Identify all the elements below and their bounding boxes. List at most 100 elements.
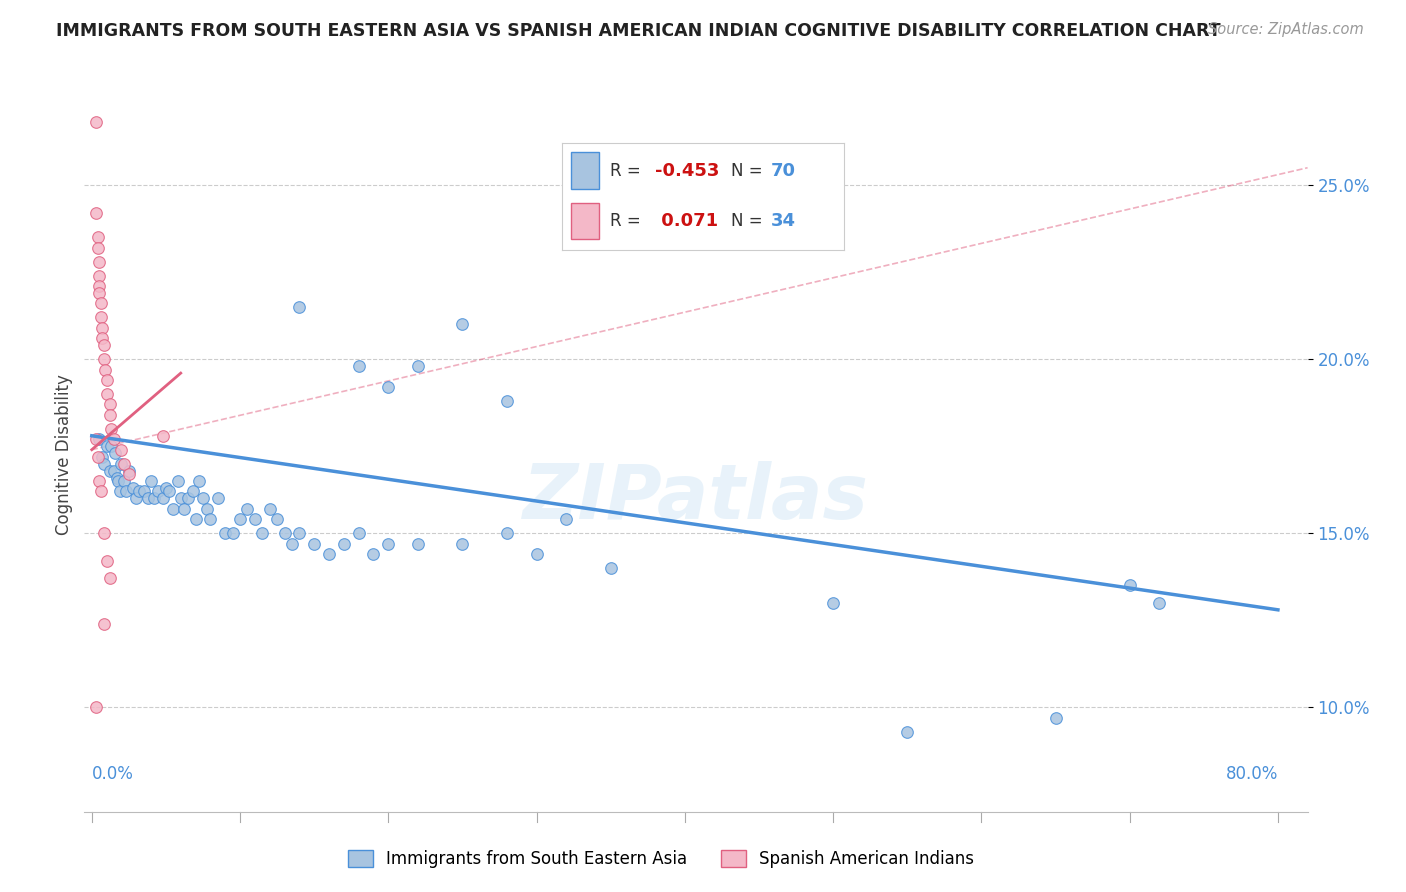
Point <box>98 464 121 478</box>
Point <box>90 484 112 499</box>
Text: -0.453: -0.453 <box>655 161 720 179</box>
Point <box>152 429 174 443</box>
FancyBboxPatch shape <box>571 202 599 239</box>
Point <box>143 491 166 506</box>
Point <box>91 321 114 335</box>
Point <box>187 474 209 488</box>
Point <box>281 537 304 551</box>
Point <box>1118 578 1140 592</box>
FancyBboxPatch shape <box>571 153 599 189</box>
Point <box>110 457 132 471</box>
Point <box>252 526 274 541</box>
Point <box>86 241 108 255</box>
Point <box>259 501 281 516</box>
Point <box>496 526 519 541</box>
Point <box>155 481 177 495</box>
Point <box>89 474 111 488</box>
Text: 80.0%: 80.0% <box>1226 765 1278 783</box>
Point <box>148 484 170 499</box>
Y-axis label: Cognitive Disability: Cognitive Disability <box>55 375 73 535</box>
Point <box>157 484 180 499</box>
Point <box>93 352 115 367</box>
Point <box>214 526 236 541</box>
Point <box>555 512 578 526</box>
Point <box>98 572 121 586</box>
Point <box>139 474 162 488</box>
Point <box>96 439 118 453</box>
Point <box>184 512 207 526</box>
Point <box>273 526 295 541</box>
Point <box>132 484 155 499</box>
Point <box>94 362 117 376</box>
Point <box>84 432 107 446</box>
Point <box>173 501 195 516</box>
Point <box>118 464 141 478</box>
Legend: Immigrants from South Eastern Asia, Spanish American Indians: Immigrants from South Eastern Asia, Span… <box>342 843 980 875</box>
Point <box>152 491 174 506</box>
Point <box>406 359 429 373</box>
Point <box>128 484 150 499</box>
Point <box>162 501 184 516</box>
Text: 0.0%: 0.0% <box>91 765 134 783</box>
Point <box>89 286 111 301</box>
Text: R =: R = <box>610 161 641 179</box>
Point <box>221 526 243 541</box>
Point <box>93 338 115 352</box>
Point <box>347 526 370 541</box>
Point <box>115 484 138 499</box>
Point <box>363 547 385 561</box>
Point <box>89 268 111 283</box>
Point <box>84 206 107 220</box>
Point <box>110 442 132 457</box>
Point <box>90 296 112 310</box>
Point <box>100 439 122 453</box>
Point <box>89 432 111 446</box>
Point <box>93 616 115 631</box>
Point <box>170 491 193 506</box>
Point <box>302 537 325 551</box>
Point <box>288 300 311 314</box>
Point <box>89 254 111 268</box>
Point <box>496 394 519 409</box>
Point <box>599 561 621 575</box>
Point <box>197 501 219 516</box>
Point <box>112 457 135 471</box>
Point <box>84 115 107 129</box>
Point <box>108 484 131 499</box>
Point <box>177 491 200 506</box>
Point <box>1045 711 1067 725</box>
Point <box>406 537 429 551</box>
Point <box>243 512 266 526</box>
Text: N =: N = <box>731 161 762 179</box>
Point <box>1149 596 1171 610</box>
Point <box>333 537 356 551</box>
Point <box>266 512 288 526</box>
Text: 0.071: 0.071 <box>655 212 718 230</box>
Text: Source: ZipAtlas.com: Source: ZipAtlas.com <box>1208 22 1364 37</box>
Point <box>181 484 204 499</box>
Point <box>86 450 108 464</box>
Point <box>526 547 548 561</box>
Point <box>896 724 918 739</box>
Text: R =: R = <box>610 212 641 230</box>
Point <box>84 700 107 714</box>
Point <box>166 474 188 488</box>
Point <box>377 537 399 551</box>
Point <box>112 474 135 488</box>
Point <box>86 230 108 244</box>
Text: 34: 34 <box>770 212 796 230</box>
Point <box>91 450 114 464</box>
Point <box>104 446 127 460</box>
Point <box>347 359 370 373</box>
Point <box>90 310 112 325</box>
Point <box>107 474 129 488</box>
Text: ZIPatlas: ZIPatlas <box>523 461 869 534</box>
Point <box>103 432 125 446</box>
Point <box>136 491 159 506</box>
Point <box>105 470 128 484</box>
Point <box>191 491 214 506</box>
Point <box>125 491 148 506</box>
Text: IMMIGRANTS FROM SOUTH EASTERN ASIA VS SPANISH AMERICAN INDIAN COGNITIVE DISABILI: IMMIGRANTS FROM SOUTH EASTERN ASIA VS SP… <box>56 22 1220 40</box>
Point <box>451 537 474 551</box>
Point <box>122 481 145 495</box>
